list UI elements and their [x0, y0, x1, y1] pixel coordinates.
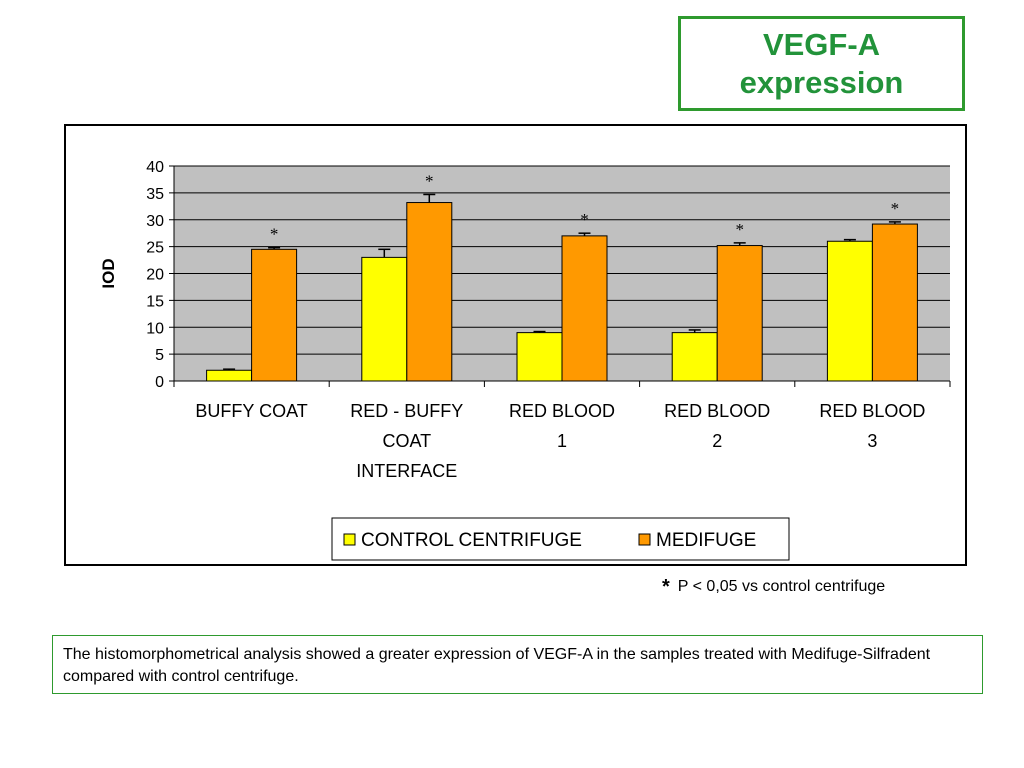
- chart-frame: 0 5 10 15 20 25 30 35 40 IOD BUFFY COAT RED - BUFFY…: [64, 124, 967, 566]
- bar-control-centrifuge: [671, 332, 718, 382]
- significance-marker: *: [270, 225, 279, 244]
- significance-marker: *: [891, 199, 900, 218]
- title-line-1: VEGF-A: [762, 26, 881, 62]
- x-category-label: RED BLOOD: [664, 401, 770, 421]
- bar-control-centrifuge: [361, 256, 408, 382]
- title-line-2: expression: [739, 64, 904, 100]
- caption-text: The histomorphometrical analysis showed …: [63, 646, 931, 685]
- x-category-label: 1: [557, 431, 567, 451]
- title-box: VEGF-A expression: [678, 16, 965, 111]
- bar-control-centrifuge: [826, 240, 873, 382]
- bar-medifuge: [716, 245, 763, 382]
- bar-medifuge: [871, 223, 918, 382]
- bar-control-centrifuge: [206, 369, 253, 382]
- y-tick-label: 30: [146, 213, 164, 230]
- legend-label-medifuge: MEDIFUGE: [656, 530, 756, 551]
- x-category-label: INTERFACE: [356, 461, 457, 481]
- y-axis-title: IOD: [99, 258, 118, 288]
- bar-medifuge: [406, 202, 453, 382]
- y-tick-label: 35: [146, 186, 164, 203]
- x-category-label: 2: [712, 431, 722, 451]
- bar-chart: 0 5 10 15 20 25 30 35 40 IOD BUFFY COAT RED - BUFFY…: [99, 159, 951, 561]
- bar-medifuge: [251, 248, 298, 382]
- y-tick-label: 5: [155, 347, 164, 364]
- y-tick-label: 20: [146, 267, 164, 284]
- x-category-label: COAT: [382, 431, 431, 451]
- legend-swatch-medifuge: [638, 533, 651, 546]
- legend-swatch-control-centrifuge: [343, 533, 356, 546]
- legend-box: [331, 517, 790, 561]
- significance-marker: *: [425, 171, 434, 190]
- y-tick-label: 0: [155, 374, 164, 391]
- footnote: * P < 0,05 vs control centrifuge: [662, 576, 885, 599]
- legend-label-control-centrifuge: CONTROL CENTRIFUGE: [361, 530, 582, 551]
- footnote-text: P < 0,05 vs control centrifuge: [677, 578, 886, 595]
- significance-marker: *: [580, 210, 589, 229]
- bar-control-centrifuge: [516, 332, 563, 382]
- caption-box: The histomorphometrical analysis showed …: [52, 635, 983, 694]
- x-category-label: RED BLOOD: [509, 401, 615, 421]
- footnote-symbol: *: [662, 576, 670, 598]
- x-category-label: BUFFY COAT: [195, 401, 307, 421]
- significance-marker: *: [735, 220, 744, 239]
- y-tick-label: 25: [146, 240, 164, 257]
- x-category-label: RED BLOOD: [819, 401, 925, 421]
- x-category-label: 3: [867, 431, 877, 451]
- bar-medifuge: [561, 235, 608, 382]
- y-tick-label: 40: [146, 159, 164, 176]
- x-category-label: RED - BUFFY: [350, 401, 463, 421]
- y-tick-label: 10: [146, 320, 164, 337]
- y-tick-label: 15: [146, 293, 164, 310]
